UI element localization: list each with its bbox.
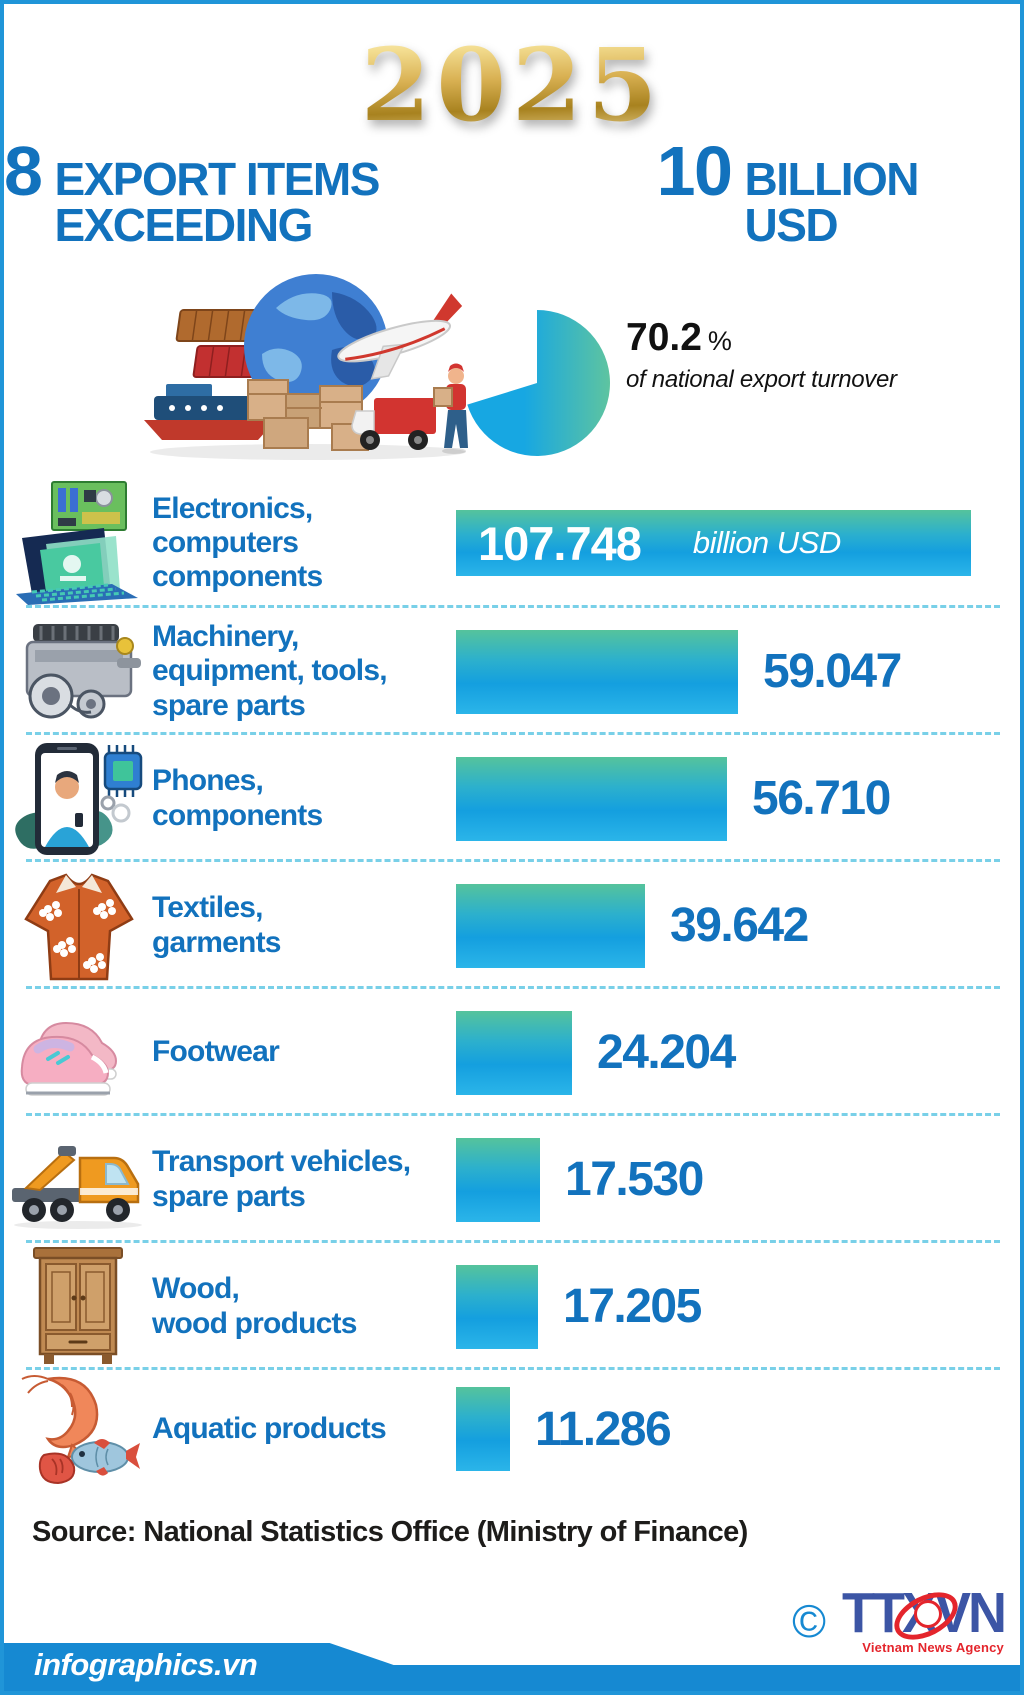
value-bar — [456, 1387, 510, 1471]
wardrobe-icon — [4, 1246, 152, 1368]
title-text-1: EXPORT ITEMS EXCEEDING — [54, 153, 380, 251]
value-bar — [456, 1010, 572, 1095]
title-number-8: 8 — [4, 132, 43, 210]
footer-site-tab: infographics.vn — [4, 1643, 406, 1691]
export-row-phones: Phones, components 56.710 — [4, 735, 1020, 862]
engine-icon — [4, 620, 152, 724]
bar-zone: 56.710 — [456, 756, 1020, 841]
item-label: Footwear — [152, 1035, 280, 1069]
bar-zone: 17.530 — [456, 1137, 1020, 1222]
value-bar: 107.748 billion USD — [456, 510, 971, 576]
item-label: Textiles, garments — [152, 891, 281, 959]
laptop-circuit-board-icon — [4, 480, 152, 606]
shirt-icon — [4, 867, 152, 985]
ttxvn-logo-text: TTXVN — [841, 1581, 1007, 1645]
value-bar — [456, 629, 738, 714]
pie-sector — [467, 310, 610, 456]
share-caption: of national export turnover — [626, 366, 897, 393]
export-row-textiles: Textiles, garments 39.642 — [4, 862, 1020, 989]
hero-band: 70.2% of national export turnover — [4, 256, 1020, 468]
agency-logo-block: © TTXVN Vietnam News Agency — [792, 1581, 1007, 1655]
item-value: 11.286 — [535, 1402, 672, 1456]
ttxvn-logo: TTXVN Vietnam News Agency — [841, 1581, 1007, 1655]
share-value: 70.2 — [626, 316, 702, 359]
value-bar — [456, 756, 727, 841]
item-value: 17.530 — [565, 1153, 704, 1206]
item-label: Electronics, computers components — [152, 491, 323, 594]
agency-name: Vietnam News Agency — [862, 1640, 1004, 1655]
item-value: 107.748 — [478, 516, 642, 570]
export-row-wood: Wood, wood products 17.205 — [4, 1243, 1020, 1370]
item-value: 24.204 — [597, 1026, 736, 1079]
site-name[interactable]: infographics.vn — [34, 1647, 258, 1682]
shrimp-fish-icon — [4, 1371, 152, 1487]
value-bar — [456, 1264, 538, 1349]
share-text: 70.2% of national export turnover — [626, 316, 897, 394]
sneakers-icon — [4, 1001, 152, 1105]
item-value: 56.710 — [752, 772, 891, 825]
export-row-electronics: Electronics, computers components 107.74… — [4, 478, 1020, 608]
bar-zone: 39.642 — [456, 883, 1020, 968]
year-badge: 2025 — [4, 34, 1020, 136]
export-row-transport: Transport vehicles, spare parts 17.530 — [4, 1116, 1020, 1243]
source-line: Source: National Statistics Office (Mini… — [32, 1516, 748, 1548]
export-row-footwear: Footwear 24.204 — [4, 989, 1020, 1116]
global-trade-illustration — [144, 274, 468, 460]
value-bar — [456, 883, 645, 968]
item-label: Wood, wood products — [152, 1272, 357, 1340]
item-label: Aquatic products — [152, 1411, 387, 1445]
item-label: Machinery, equipment, tools, spare parts — [152, 620, 388, 722]
unit-label: billion USD — [692, 525, 841, 560]
page-title: 8 EXPORT ITEMS EXCEEDING 10 BILLION USD — [4, 136, 1020, 248]
share-pie-chart — [467, 310, 610, 456]
bar-zone: 17.205 — [456, 1264, 1020, 1349]
item-value: 17.205 — [563, 1280, 702, 1333]
title-text-2: BILLION USD — [744, 153, 920, 251]
bar-zone: 24.204 — [456, 1010, 1020, 1095]
item-value: 59.047 — [763, 645, 902, 698]
smartphone-chip-icon — [4, 739, 152, 859]
bar-zone: 11.286 — [456, 1387, 1020, 1471]
copyright-icon: © — [792, 1595, 826, 1648]
export-items-list: Electronics, computers components 107.74… — [4, 478, 1020, 1488]
item-label: Phones, components — [152, 764, 323, 832]
share-unit: % — [707, 326, 732, 356]
export-row-aquatic: Aquatic products 11.286 — [4, 1370, 1020, 1488]
bar-zone: 59.047 — [456, 629, 1020, 714]
truck-icon — [4, 1130, 152, 1230]
bar-zone: 107.748 billion USD — [456, 510, 1020, 576]
item-value: 39.642 — [670, 899, 809, 952]
export-row-machinery: Machinery, equipment, tools, spare parts… — [4, 608, 1020, 735]
title-number-10: 10 — [656, 132, 733, 210]
item-label: Transport vehicles, spare parts — [152, 1145, 411, 1213]
value-bar — [456, 1137, 540, 1222]
